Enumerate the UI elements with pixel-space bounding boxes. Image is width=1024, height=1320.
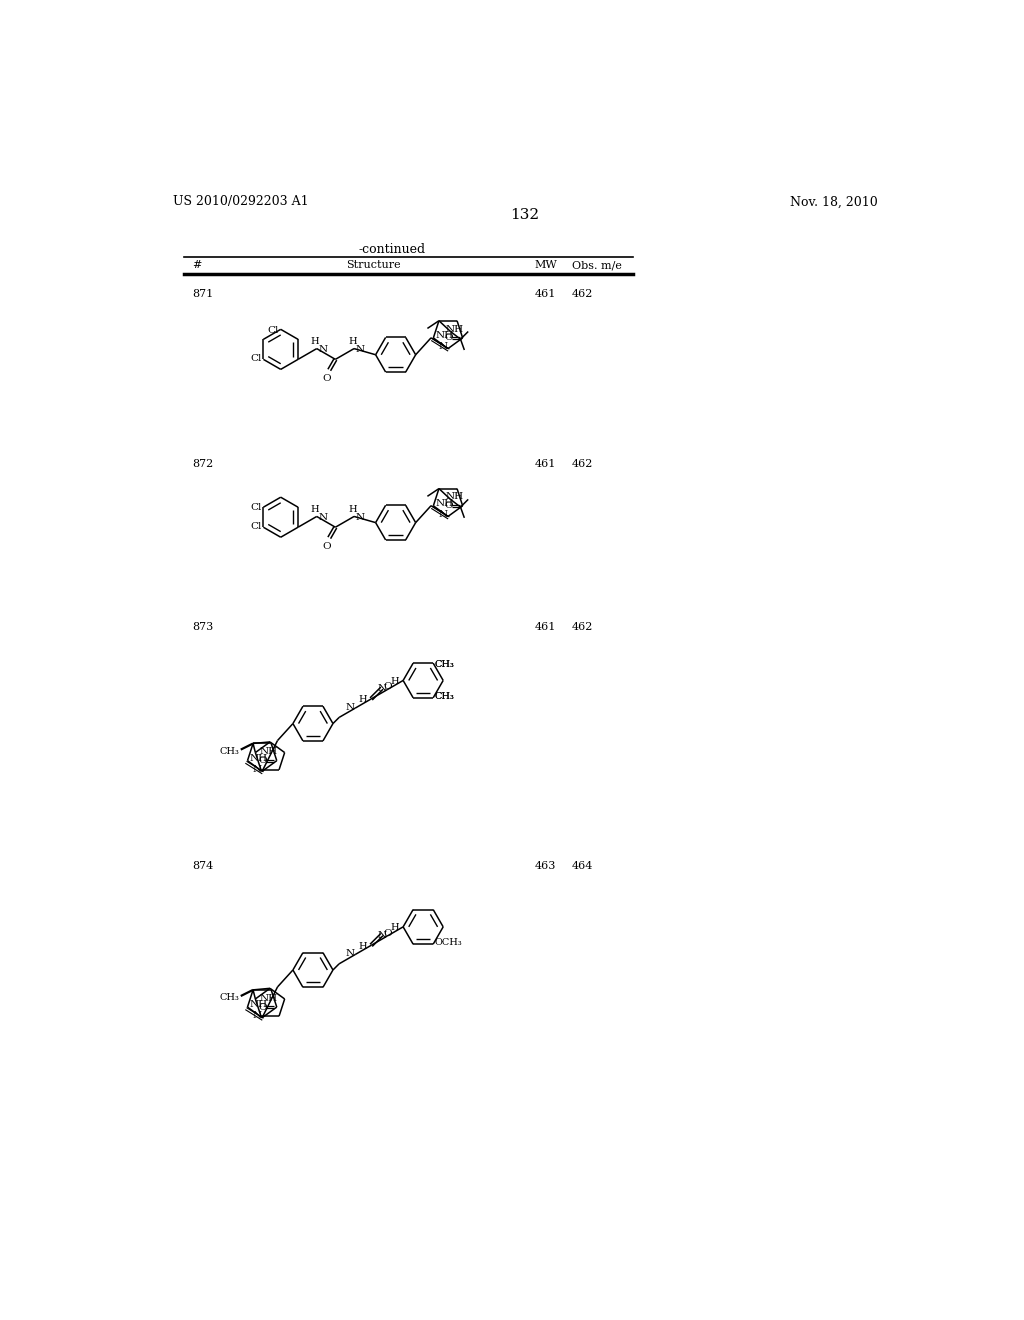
Text: H: H xyxy=(311,506,319,515)
Text: CH₃: CH₃ xyxy=(435,660,455,669)
Text: O: O xyxy=(383,928,392,937)
Text: Obs. m/e: Obs. m/e xyxy=(571,260,622,271)
Text: N: N xyxy=(378,685,387,693)
Text: US 2010/0292203 A1: US 2010/0292203 A1 xyxy=(173,195,308,209)
Text: NH: NH xyxy=(445,325,464,334)
Text: N: N xyxy=(346,704,355,711)
Text: 871: 871 xyxy=(193,289,213,300)
Text: 462: 462 xyxy=(571,622,593,632)
Text: NH: NH xyxy=(435,499,454,508)
Text: H: H xyxy=(390,923,398,932)
Text: #: # xyxy=(193,260,202,271)
Text: CH₃: CH₃ xyxy=(435,692,455,701)
Text: N: N xyxy=(355,345,365,354)
Text: O: O xyxy=(383,682,392,692)
Text: 461: 461 xyxy=(535,622,556,632)
Text: 462: 462 xyxy=(571,289,593,300)
Text: 132: 132 xyxy=(510,209,540,223)
Text: Structure: Structure xyxy=(346,260,400,271)
Text: NH: NH xyxy=(260,747,278,756)
Text: Cl: Cl xyxy=(251,521,262,531)
Text: NH: NH xyxy=(250,754,268,763)
Text: O: O xyxy=(444,502,453,511)
Text: O: O xyxy=(259,1003,267,1011)
Text: H: H xyxy=(358,696,367,705)
Text: N: N xyxy=(439,342,447,351)
Text: NH: NH xyxy=(260,994,278,1003)
Text: OCH₃: OCH₃ xyxy=(435,939,463,948)
Text: NH: NH xyxy=(250,1001,268,1010)
Text: O: O xyxy=(444,334,453,342)
Text: N: N xyxy=(253,1011,262,1020)
Text: CH₃: CH₃ xyxy=(219,993,240,1002)
Text: NH: NH xyxy=(445,492,464,502)
Text: N: N xyxy=(378,931,387,940)
Text: Cl: Cl xyxy=(251,503,262,512)
Text: H: H xyxy=(311,338,319,346)
Text: H: H xyxy=(390,677,398,686)
Text: O: O xyxy=(323,374,331,383)
Text: -continued: -continued xyxy=(358,243,426,256)
Text: N: N xyxy=(318,345,328,354)
Text: H: H xyxy=(358,941,367,950)
Text: 463: 463 xyxy=(535,861,556,871)
Text: N: N xyxy=(346,949,355,958)
Text: 872: 872 xyxy=(193,459,213,469)
Text: N: N xyxy=(355,512,365,521)
Text: H: H xyxy=(348,506,356,515)
Text: MW: MW xyxy=(535,260,557,271)
Text: H: H xyxy=(348,338,356,346)
Text: N: N xyxy=(439,510,447,519)
Text: NH: NH xyxy=(435,331,454,341)
Text: 873: 873 xyxy=(193,622,213,632)
Text: CH₃: CH₃ xyxy=(219,747,240,755)
Text: 464: 464 xyxy=(571,861,593,871)
Text: CH₃: CH₃ xyxy=(435,692,455,701)
Text: Nov. 18, 2010: Nov. 18, 2010 xyxy=(790,195,878,209)
Text: N: N xyxy=(253,764,262,774)
Text: 462: 462 xyxy=(571,459,593,469)
Text: 874: 874 xyxy=(193,861,213,871)
Text: Cl: Cl xyxy=(268,326,280,334)
Text: Cl: Cl xyxy=(251,354,262,363)
Text: 461: 461 xyxy=(535,289,556,300)
Text: N: N xyxy=(318,512,328,521)
Text: 461: 461 xyxy=(535,459,556,469)
Text: O: O xyxy=(323,541,331,550)
Text: CH₃: CH₃ xyxy=(435,660,455,669)
Text: O: O xyxy=(259,756,267,766)
